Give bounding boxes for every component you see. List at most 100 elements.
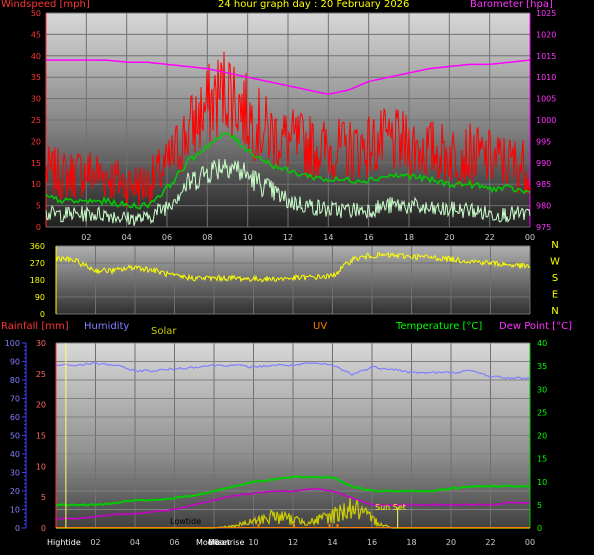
weather-x-tick-14: 14: [327, 538, 337, 547]
temperature-y-tick-0: 0: [537, 524, 542, 533]
wind-x-tick-14: 14: [323, 233, 333, 242]
uv-label: UV: [313, 321, 328, 332]
humidity-y-tick-100: 100: [5, 339, 20, 348]
direction-line: [55, 251, 531, 283]
barometer-y-tick-985: 985: [536, 180, 551, 189]
direction-y-tick-0: 0: [40, 310, 45, 319]
weather-x-tick-16: 16: [367, 538, 377, 547]
wind-y-tick-15: 15: [31, 159, 41, 168]
weather-x-tick-08: 08: [209, 538, 219, 547]
barometer-y-tick-1000: 1000: [536, 116, 556, 125]
weather-x-tick-10: 10: [248, 538, 258, 547]
barometer-y-tick-995: 995: [536, 137, 551, 146]
humidity-line: [55, 361, 530, 380]
weather-x-tick-20: 20: [446, 538, 456, 547]
direction-y-tick-90: 90: [35, 293, 45, 302]
temperature-line: [55, 475, 531, 507]
dewpoint-axis-label: Dew Point [°C]: [499, 321, 573, 332]
wind-y-tick-30: 30: [31, 95, 41, 104]
direction-compass-E-3: E: [552, 290, 558, 301]
temperature-y-tick-25: 25: [537, 408, 547, 417]
direction-compass-W-1: W: [550, 257, 560, 268]
temperature-y-tick-20: 20: [537, 432, 547, 441]
weather-x-tick-06: 06: [169, 538, 179, 547]
rainfall-y-tick-10: 10: [36, 462, 46, 471]
weather-x-tick-04: 04: [130, 538, 140, 547]
wind-x-tick-16: 16: [364, 233, 374, 242]
windspeed-axis-label: Windspeed [mph]: [1, 0, 90, 10]
temperature-y-tick-15: 15: [537, 455, 547, 464]
wind-y-tick-10: 10: [31, 180, 41, 189]
temperature-y-tick-30: 30: [537, 385, 547, 394]
barometer-y-tick-980: 980: [536, 202, 551, 211]
temperature-axis-label: Temperature [°C]: [396, 321, 483, 332]
wind-y-tick-5: 5: [36, 202, 41, 211]
barometer-y-tick-975: 975: [536, 223, 551, 232]
wind-average-line: [45, 132, 531, 210]
wind-x-tick-00: 00: [525, 233, 535, 242]
uv-bar-1: [293, 524, 295, 528]
rainfall-axis-label: Rainfall [mm]: [1, 321, 69, 332]
direction-compass-N-4: N: [551, 306, 558, 317]
humidity-y-tick-0: 0: [15, 524, 20, 533]
barometer-line: [46, 59, 531, 95]
barometer-y-tick-1020: 1020: [536, 30, 556, 39]
wind-x-tick-02: 02: [81, 233, 91, 242]
wind-x-tick-12: 12: [283, 233, 293, 242]
barometer-y-tick-1015: 1015: [536, 52, 556, 61]
wind-speed-line: [45, 158, 531, 226]
wind-y-tick-0: 0: [36, 223, 41, 232]
temperature-y-tick-5: 5: [537, 501, 542, 510]
temperature-y-tick-10: 10: [537, 478, 547, 487]
moonset-label: Moonset: [196, 538, 230, 547]
wind-x-tick-18: 18: [404, 233, 414, 242]
weather-x-tick-18: 18: [406, 538, 416, 547]
temperature-y-tick-35: 35: [537, 362, 547, 371]
humidity-y-tick-50: 50: [10, 432, 20, 441]
wind-y-tick-25: 25: [31, 116, 41, 125]
direction-y-tick-270: 270: [30, 259, 45, 268]
rainfall-y-tick-20: 20: [36, 401, 46, 410]
wind-gust-line: [45, 51, 531, 208]
barometer-y-tick-1025: 1025: [536, 9, 556, 18]
barometer-y-tick-990: 990: [536, 159, 551, 168]
rainfall-y-tick-15: 15: [36, 432, 46, 441]
weather-x-tick-00: 00: [525, 538, 535, 547]
hightide-label: Hightide: [47, 538, 81, 547]
wind-y-tick-20: 20: [31, 137, 41, 146]
sunset-label: Sun Set: [375, 503, 406, 512]
rainfall-y-tick-30: 30: [36, 339, 46, 348]
humidity-y-tick-20: 20: [10, 487, 20, 496]
graph-title: 24 hour graph day : 20 February 2026: [218, 0, 410, 10]
weather-x-tick-12: 12: [288, 538, 298, 547]
wind-y-tick-45: 45: [31, 30, 41, 39]
humidity-y-tick-90: 90: [10, 358, 20, 367]
humidity-y-tick-60: 60: [10, 413, 20, 422]
humidity-y-tick-30: 30: [10, 469, 20, 478]
wind-y-tick-35: 35: [31, 73, 41, 82]
barometer-y-tick-1005: 1005: [536, 95, 556, 104]
rainfall-y-tick-0: 0: [41, 524, 46, 533]
weather-x-tick-22: 22: [485, 538, 495, 547]
wind-x-tick-22: 22: [485, 233, 495, 242]
direction-y-tick-180: 180: [30, 276, 45, 285]
rainfall-y-tick-25: 25: [36, 370, 46, 379]
uv-bar-0: [257, 524, 260, 528]
lowtide-label: Lowtide: [170, 517, 201, 526]
uv-bar-2: [328, 524, 331, 528]
wind-x-tick-10: 10: [243, 233, 253, 242]
wind-x-tick-20: 20: [444, 233, 454, 242]
weather-x-tick-02: 02: [90, 538, 100, 547]
barometer-y-tick-1010: 1010: [536, 73, 556, 82]
direction-compass-S-2: S: [552, 273, 558, 284]
rainfall-y-tick-5: 5: [41, 493, 46, 502]
temperature-y-tick-40: 40: [537, 339, 547, 348]
barometer-axis-label: Barometer [hpa]: [470, 0, 553, 10]
dewpoint-line: [55, 487, 531, 520]
humidity-y-tick-70: 70: [10, 395, 20, 404]
direction-compass-N-0: N: [551, 240, 558, 251]
humidity-axis-label: Humidity: [84, 321, 130, 332]
wind-x-tick-04: 04: [122, 233, 132, 242]
